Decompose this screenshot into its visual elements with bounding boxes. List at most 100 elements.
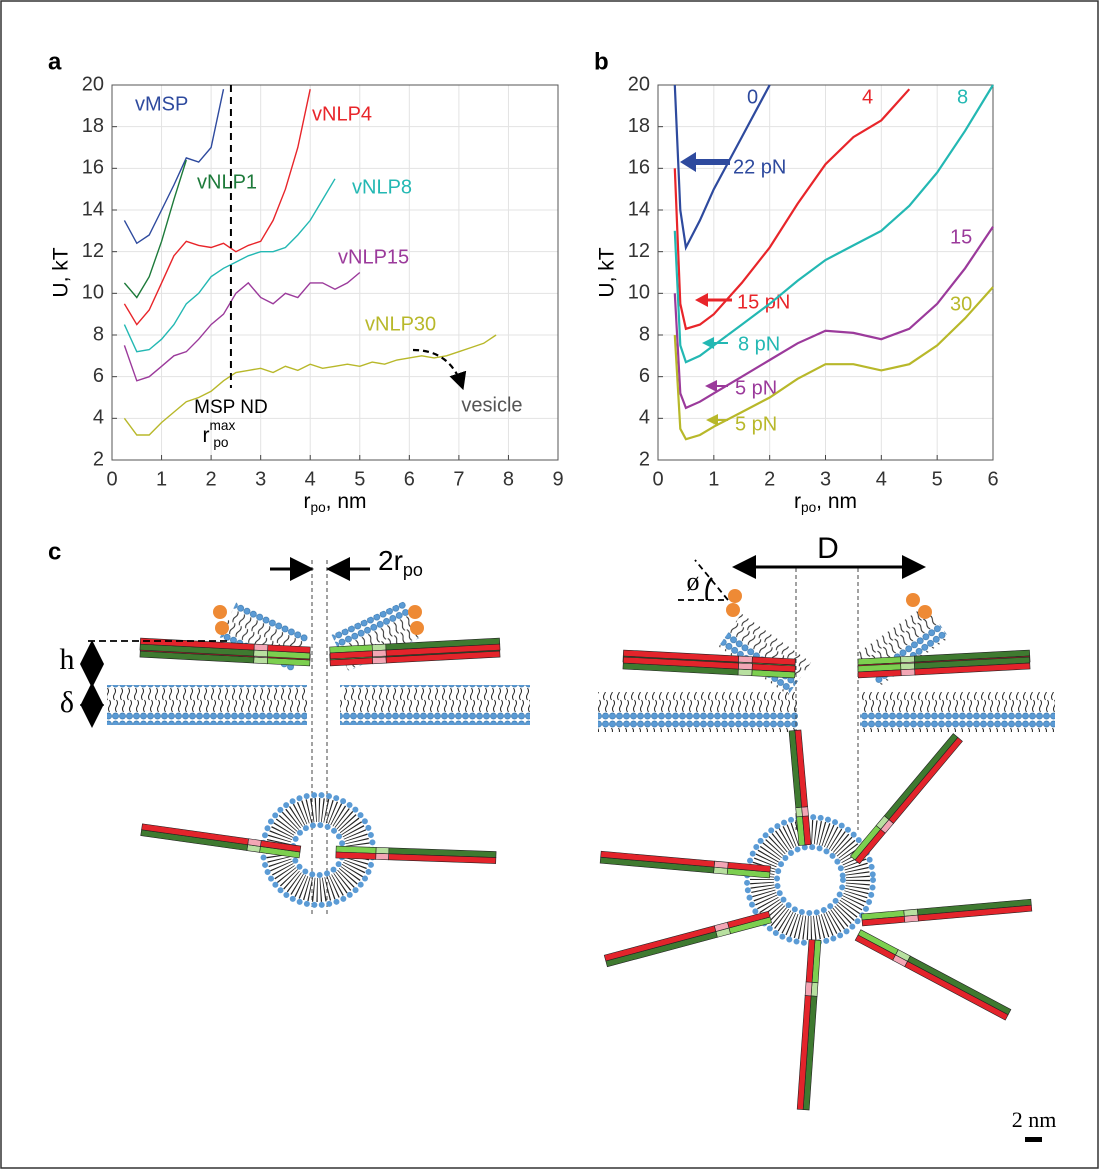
scale-bar <box>1025 1137 1042 1142</box>
series-label: 15 <box>950 226 972 248</box>
helix-segment <box>372 649 387 658</box>
series-label: vNLP1 <box>197 171 257 193</box>
y-tick-label: 12 <box>82 240 104 262</box>
helix-segment <box>900 668 916 677</box>
y-tick-label: 6 <box>639 365 650 387</box>
force-arrow-head <box>702 337 714 349</box>
protein-belt <box>796 939 822 1111</box>
line-series <box>123 178 336 353</box>
helix-segment <box>907 955 1012 1016</box>
dimension-label: D <box>817 532 839 565</box>
axes-box <box>111 84 559 461</box>
series-label: 8 <box>957 86 968 108</box>
helix-segment <box>904 914 919 923</box>
x-tick-label: 0 <box>106 468 117 490</box>
reference-symbol-part: po <box>213 435 229 450</box>
scale-bar-label: 2 nm <box>1012 1107 1057 1132</box>
reference-label: MSP ND <box>194 397 268 418</box>
dimension-label: ø <box>687 567 700 596</box>
x-tick-label: 6 <box>404 468 415 490</box>
reference-symbol: rmax po <box>203 418 236 450</box>
helix-segment <box>795 806 803 818</box>
y-tick-label: 12 <box>628 240 650 262</box>
series-label: 0 <box>747 86 758 108</box>
helix-segment <box>622 649 739 663</box>
lipid-headgroup-marker <box>213 605 227 619</box>
helix-segment <box>713 860 729 869</box>
dimension-label: δ <box>60 686 74 719</box>
line-series <box>123 271 361 382</box>
force-label: 22 pN <box>733 156 786 178</box>
line-series <box>673 226 994 410</box>
y-tick-label: 20 <box>628 73 650 95</box>
force-label: 5 pN <box>735 413 777 435</box>
series-label: vNLP30 <box>365 313 436 335</box>
helix-segment <box>253 656 268 665</box>
y-tick-label: 8 <box>93 323 104 345</box>
helix-segment <box>900 655 915 664</box>
helix-segment <box>737 668 753 677</box>
protein-belt <box>140 823 302 859</box>
helix-segment <box>253 643 269 652</box>
line-series <box>123 89 225 245</box>
x-tick-label: 4 <box>876 468 887 490</box>
x-tick-label: 6 <box>987 468 998 490</box>
y-tick-label: 14 <box>628 198 650 220</box>
y-tick-label: 4 <box>93 407 104 429</box>
y-tick-label: 14 <box>82 198 104 220</box>
dimension-label: h <box>60 643 75 676</box>
protein-belt <box>599 850 771 879</box>
plot-area <box>112 85 558 460</box>
x-tick-label: 1 <box>156 468 167 490</box>
x-axis-label-part: po <box>801 500 817 515</box>
x-tick-label: 9 <box>552 468 563 490</box>
lipid-headgroup-marker <box>906 593 920 607</box>
helix-segment <box>141 823 249 845</box>
y-tick-label: 10 <box>82 282 104 304</box>
protein-belt <box>849 733 963 865</box>
force-arrow-head <box>680 152 696 172</box>
x-tick-label: 2 <box>206 468 217 490</box>
protein-belt <box>139 637 311 660</box>
series-label: vNLP15 <box>338 246 409 268</box>
reference-symbol-part: r <box>203 424 210 447</box>
line-series <box>123 89 311 326</box>
line-series <box>673 286 994 441</box>
series-label: 4 <box>862 86 873 108</box>
y-tick-label: 2 <box>639 448 650 470</box>
helix-segment <box>622 656 739 670</box>
helix-segment <box>738 662 753 671</box>
y-tick-label: 8 <box>639 323 650 345</box>
y-tick-label: 18 <box>82 115 104 137</box>
line-series <box>673 84 771 252</box>
x-axis-label-part: , nm <box>326 490 367 513</box>
protein-belt <box>329 637 501 660</box>
helix-segment <box>888 737 963 824</box>
lipid-bilayer <box>860 692 1055 732</box>
panel-label: a <box>48 48 62 75</box>
x-tick-label: 2 <box>764 468 775 490</box>
annotation-arrow <box>412 348 467 391</box>
x-tick-label: 1 <box>708 468 719 490</box>
panel-label: b <box>594 48 609 75</box>
dimension-label-part: 2r <box>378 545 403 576</box>
x-tick-label: 5 <box>932 468 943 490</box>
panel-label: c <box>48 538 61 565</box>
y-tick-label: 16 <box>82 157 104 179</box>
x-axis-label-part: , nm <box>816 490 857 513</box>
helix-segment <box>385 643 501 657</box>
x-tick-label: 5 <box>354 468 365 490</box>
protein-belt <box>622 656 796 679</box>
lipid-bilayer <box>340 685 530 725</box>
lipid-headgroup-marker <box>918 605 932 619</box>
force-arrow-head <box>695 293 708 307</box>
y-tick-label: 6 <box>93 365 104 387</box>
x-tick-label: 7 <box>453 468 464 490</box>
line-series <box>123 334 497 436</box>
series-label: vNLP4 <box>312 103 372 125</box>
helix-segment <box>371 643 387 652</box>
lipid-ring-heads <box>774 844 846 916</box>
helix-segment <box>600 850 715 868</box>
x-tick-label: 3 <box>255 468 266 490</box>
